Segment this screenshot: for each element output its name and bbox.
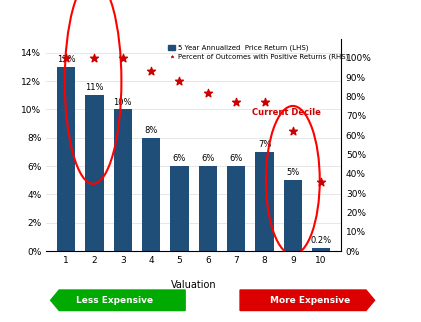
Text: More Expensive: More Expensive — [270, 296, 350, 305]
Point — [318, 179, 325, 184]
Point — [120, 55, 126, 61]
Text: Current Decile: Current Decile — [252, 108, 321, 117]
Text: 13%: 13% — [57, 55, 75, 64]
Text: 6%: 6% — [173, 154, 186, 163]
Text: 11%: 11% — [85, 83, 104, 92]
Bar — [227, 166, 245, 251]
Bar — [199, 166, 217, 251]
FancyArrow shape — [240, 290, 375, 310]
Bar — [57, 67, 75, 251]
Point — [205, 90, 211, 95]
Bar — [255, 152, 274, 251]
Point — [63, 55, 69, 61]
Bar — [170, 166, 189, 251]
Text: 6%: 6% — [229, 154, 243, 163]
Point — [176, 79, 183, 84]
FancyArrow shape — [51, 290, 185, 310]
Point — [261, 100, 268, 105]
Point — [148, 69, 155, 74]
Text: 5%: 5% — [286, 168, 299, 177]
Bar — [284, 180, 302, 251]
Point — [290, 129, 296, 134]
Text: Valuation: Valuation — [171, 280, 216, 290]
Bar — [312, 248, 330, 251]
Bar — [85, 95, 104, 251]
Bar — [142, 138, 160, 251]
Text: 8%: 8% — [144, 126, 158, 135]
Text: 0.2%: 0.2% — [311, 236, 332, 245]
Text: 7%: 7% — [258, 140, 271, 149]
Text: Less Expensive: Less Expensive — [77, 296, 154, 305]
Text: 6%: 6% — [201, 154, 215, 163]
Text: 10%: 10% — [114, 98, 132, 107]
Text: US Equity Price Returns from Each Valuation Decile: US Equity Price Returns from Each Valuat… — [53, 10, 368, 20]
Legend: 5 Year Annualized  Price Return (LHS), Percent of Outcomes with Positive Returns: 5 Year Annualized Price Return (LHS), Pe… — [166, 42, 351, 63]
Bar — [114, 109, 132, 251]
Point — [91, 55, 98, 61]
Point — [233, 100, 240, 105]
